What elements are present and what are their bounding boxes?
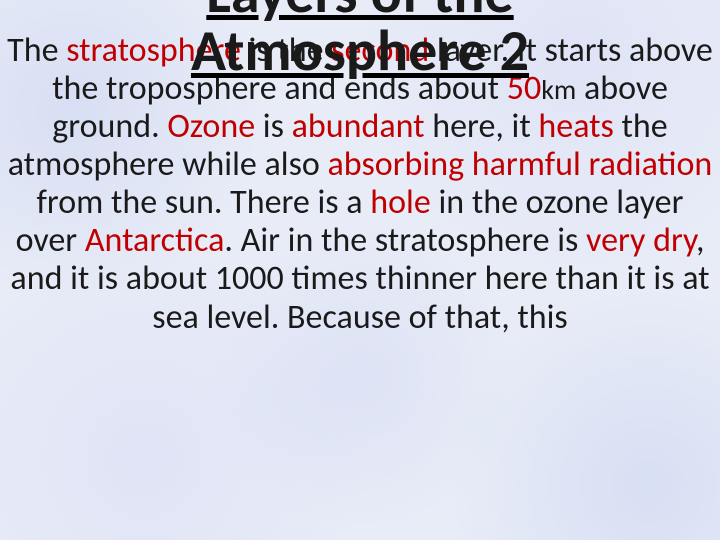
body-seg: here, it — [425, 106, 539, 147]
title-line2: Atmosphere 2 — [191, 15, 529, 86]
emphasis-very-dry: very dry — [586, 220, 696, 261]
emphasis-absorbing-radiation: absorbing harmful radiation — [327, 144, 712, 185]
emphasis-hole: hole — [370, 182, 431, 223]
body-seg: is — [255, 106, 291, 147]
body-seg: . Air in the stratosphere is — [224, 220, 586, 261]
emphasis-antarctica: Antarctica — [85, 220, 225, 261]
slide-title: Layers of the Atmosphere 2 — [0, 0, 720, 80]
slide: Layers of the Atmosphere 2 The stratosph… — [0, 0, 720, 540]
body-seg: from the sun. There is a — [37, 182, 371, 223]
emphasis-abundant: abundant — [292, 106, 425, 147]
emphasis-ozone: Ozone — [167, 106, 255, 147]
emphasis-heats: heats — [538, 106, 613, 147]
